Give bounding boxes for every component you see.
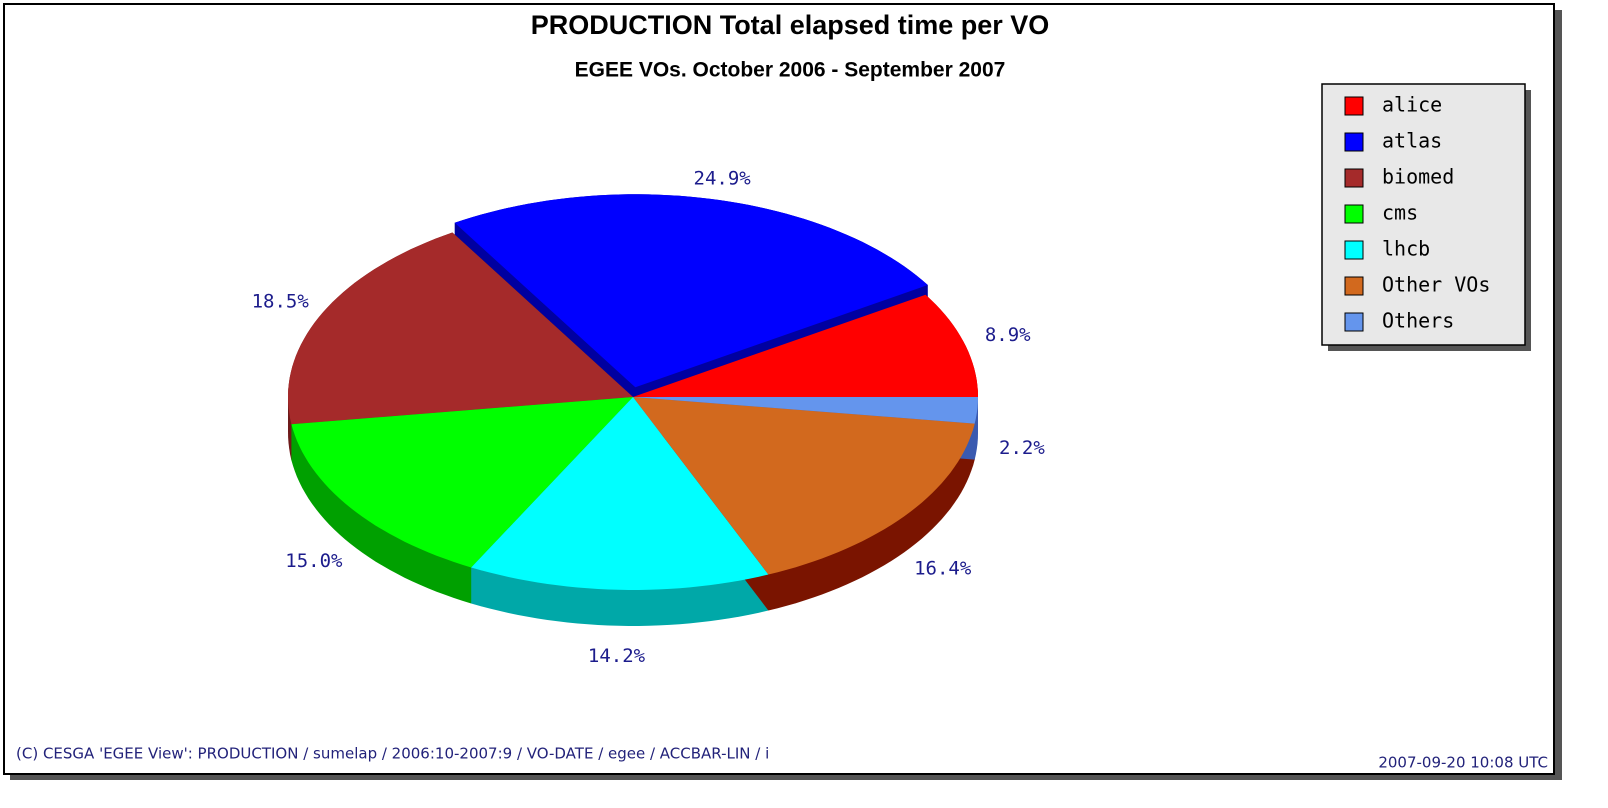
legend-label: atlas — [1382, 129, 1442, 153]
value-label: 8.9% — [985, 324, 1031, 346]
legend-label: lhcb — [1382, 237, 1430, 261]
slice — [471, 397, 769, 590]
pie — [288, 194, 978, 626]
slice — [633, 397, 975, 575]
value-label: 2.2% — [999, 437, 1045, 459]
legend-label: alice — [1382, 93, 1442, 117]
value-label: 16.4% — [914, 557, 972, 579]
legend-swatch — [1344, 312, 1364, 332]
legend-label: biomed — [1382, 165, 1454, 189]
slice — [454, 194, 928, 388]
value-label: 18.5% — [252, 290, 310, 312]
legend-label: cms — [1382, 201, 1418, 225]
legend-swatch — [1344, 96, 1364, 116]
legend-swatch — [1344, 168, 1364, 188]
slice — [288, 232, 633, 425]
value-label: 14.2% — [588, 645, 646, 667]
footer: (C) CESGA 'EGEE View': PRODUCTION / sume… — [16, 745, 769, 763]
legend-swatch — [1344, 240, 1364, 260]
legend-swatch — [1344, 276, 1364, 296]
chart-subtitle: EGEE VOs. October 2006 - September 2007 — [575, 59, 1006, 82]
legend-label: Others — [1382, 309, 1454, 333]
legend-label: Other VOs — [1382, 273, 1490, 297]
slice — [291, 397, 633, 568]
slice — [633, 397, 978, 424]
chart-title: PRODUCTION Total elapsed time per VO — [531, 10, 1050, 40]
value-label: 24.9% — [694, 168, 752, 190]
timestamp: 2007-09-20 10:08 UTC — [1378, 754, 1548, 772]
value-label: 15.0% — [285, 550, 343, 572]
legend-swatch — [1344, 132, 1364, 152]
legend-swatch — [1344, 204, 1364, 224]
slice — [633, 294, 978, 397]
